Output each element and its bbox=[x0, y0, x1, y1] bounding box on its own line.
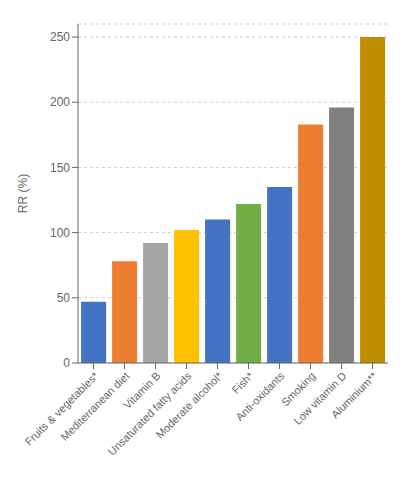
svg-text:Smoking: Smoking bbox=[278, 369, 318, 409]
svg-text:150: 150 bbox=[50, 161, 70, 175]
svg-text:Low vitamin D: Low vitamin D bbox=[291, 370, 348, 427]
svg-text:0: 0 bbox=[63, 356, 70, 370]
svg-text:Fish*: Fish* bbox=[229, 369, 256, 396]
svg-text:100: 100 bbox=[50, 226, 70, 240]
svg-text:Fruits & vegetables*: Fruits & vegetables* bbox=[22, 369, 101, 448]
svg-text:50: 50 bbox=[57, 291, 71, 305]
svg-text:Anti-oxidants: Anti-oxidants bbox=[233, 369, 287, 423]
svg-text:250: 250 bbox=[50, 30, 70, 44]
svg-text:RR (%): RR (%) bbox=[16, 174, 30, 213]
svg-text:Mediterranean diet: Mediterranean diet bbox=[58, 370, 131, 443]
svg-text:Vitamin B: Vitamin B bbox=[120, 369, 163, 412]
svg-text:Moderate alcohol*: Moderate alcohol* bbox=[153, 369, 225, 441]
svg-text:Unsaturated fatty acids: Unsaturated fatty acids bbox=[105, 369, 194, 458]
svg-text:200: 200 bbox=[50, 95, 70, 109]
svg-text:Aluminium**: Aluminium** bbox=[329, 369, 380, 420]
